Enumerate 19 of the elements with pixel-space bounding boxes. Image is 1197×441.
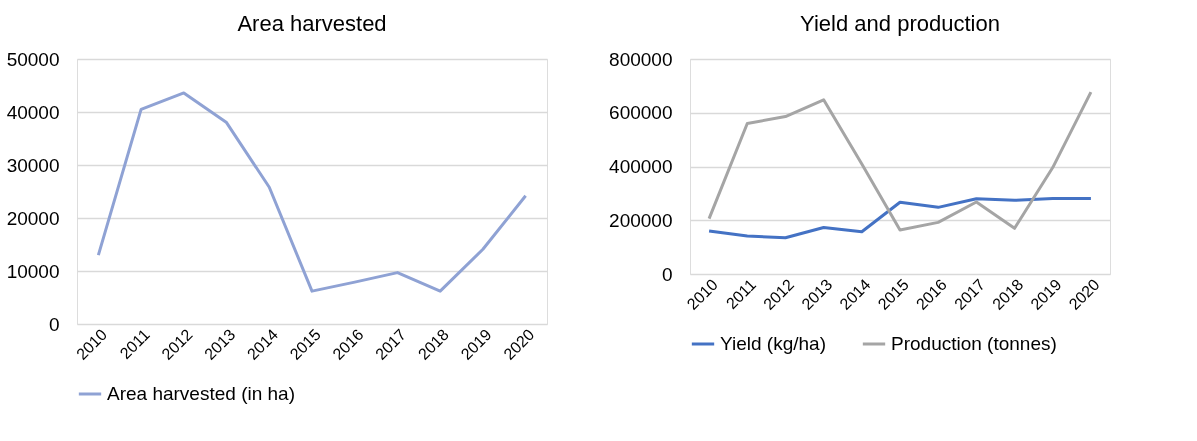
y-tick-label: 50000: [6, 48, 60, 70]
y-tick-label: 0: [661, 263, 673, 285]
line-series: [707, 196, 1093, 240]
y-tick-label: 20000: [6, 207, 60, 229]
y-tick-label: 30000: [6, 154, 60, 176]
line-series: [707, 90, 1093, 232]
y-tick-label: 0: [48, 313, 60, 335]
y-tick-label: 800000: [609, 48, 673, 70]
chart-title: Yield and production: [800, 11, 1000, 36]
y-tick-label: 200000: [609, 209, 673, 231]
y-tick-label: 400000: [609, 156, 673, 177]
legend-label: Area harvested (in ha): [107, 383, 295, 404]
line-series: [96, 91, 528, 293]
y-tick-label: 600000: [609, 102, 673, 124]
chart-title: Area harvested: [237, 11, 387, 36]
legend-label: Yield (kg/ha): [720, 333, 826, 354]
legend-label: Production (tonnes): [891, 333, 1057, 354]
y-tick-label: 40000: [6, 101, 60, 123]
y-tick-label: 10000: [6, 260, 60, 282]
